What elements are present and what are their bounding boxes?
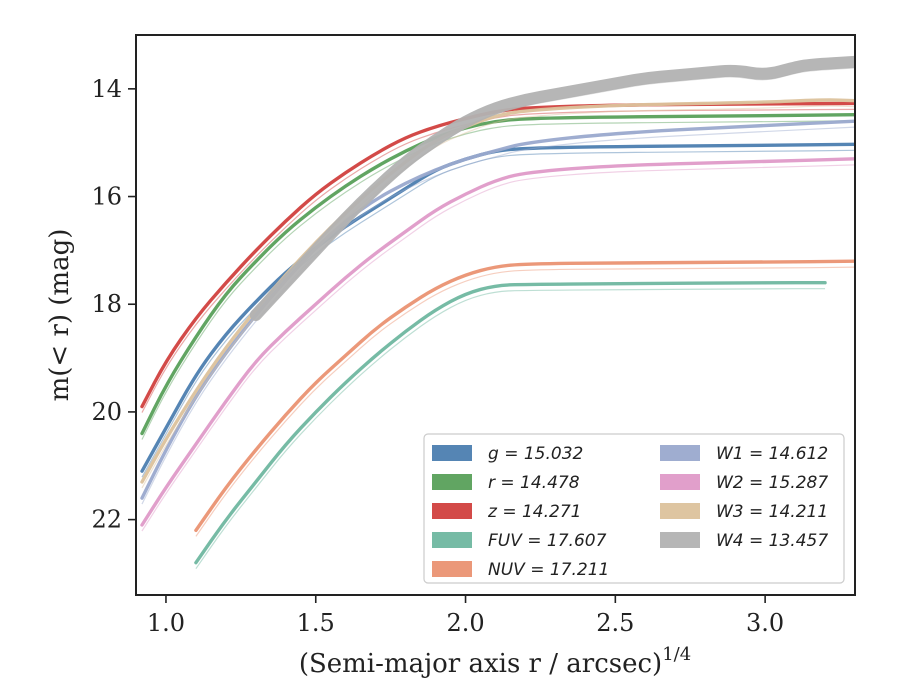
series-halo-z — [141, 108, 855, 413]
legend-label-fuv: FUV = 17.607 — [488, 531, 607, 551]
y-tick-label: 16 — [91, 183, 122, 211]
x-tick-label: 2.0 — [446, 609, 484, 637]
series-line-g — [140, 142, 855, 473]
legend-entries: g = 15.032 r = 14.478 z = 14.271 FUV = 17.6… — [432, 444, 828, 580]
y-tick-label: 22 — [91, 506, 122, 534]
y-tick-label: 20 — [91, 398, 122, 426]
legend-swatch-w2 — [660, 474, 700, 490]
series-layer — [140, 55, 855, 570]
series-halo-g — [141, 149, 855, 478]
x-tick-label: 3.0 — [746, 609, 784, 637]
series-line-w2 — [140, 157, 855, 527]
legend-frame — [423, 433, 845, 584]
x-tick-label: 1.0 — [147, 609, 185, 637]
y-axis-title: m(< r) (mag) — [45, 229, 75, 402]
legend-swatch-g — [432, 445, 472, 461]
x-axis-title-text: (Semi-major axis r / arcsec) — [299, 649, 662, 679]
x-tick-label: 2.5 — [596, 609, 634, 637]
series-halo-nuv — [195, 266, 855, 537]
series-halo-w4 — [255, 67, 855, 322]
x-tick-label: 1.5 — [297, 609, 335, 637]
series-halo-w1 — [141, 126, 855, 505]
legend-label-g: g = 15.032 — [488, 444, 583, 464]
series-line-nuv — [194, 259, 855, 533]
tick-layer: 1.0 1.5 2.0 2.5 3.0 14 16 18 20 22 — [91, 75, 784, 637]
legend-swatch-w4 — [660, 532, 700, 548]
legend-label-r: r = 14.478 — [488, 473, 580, 493]
legend: g = 15.032 r = 14.478 z = 14.271 FUV = 17.6… — [423, 433, 845, 584]
series-line-r — [140, 112, 855, 436]
series-line-fuv — [194, 280, 827, 565]
legend-label-z: z = 14.271 — [487, 502, 581, 522]
legend-label-w3: W3 = 14.211 — [716, 502, 828, 522]
series-line-w4 — [249, 55, 855, 321]
series-halo-r — [141, 120, 855, 440]
series-halo-fuv — [195, 288, 826, 570]
legend-swatch-w1 — [660, 445, 700, 461]
y-tick-label: 18 — [91, 290, 122, 318]
legend-label-nuv: NUV = 17.211 — [488, 560, 609, 580]
y-tick-label: 14 — [91, 75, 122, 103]
legend-label-w2: W2 = 15.287 — [716, 473, 828, 493]
legend-label-w1: W1 = 14.612 — [716, 444, 828, 464]
series-halo-w2 — [141, 164, 855, 532]
legend-label-w4: W4 = 13.457 — [716, 531, 828, 551]
legend-swatch-w3 — [660, 503, 700, 519]
legend-swatch-nuv — [432, 561, 472, 577]
legend-swatch-r — [432, 474, 472, 490]
series-line-w1 — [140, 119, 855, 500]
x-axis-title: (Semi-major axis r / arcsec)1/4 — [299, 644, 691, 679]
plot-frame — [135, 34, 856, 596]
x-axis-title-exponent: 1/4 — [662, 644, 691, 665]
legend-swatch-z — [432, 503, 472, 519]
legend-swatch-fuv — [432, 532, 472, 548]
